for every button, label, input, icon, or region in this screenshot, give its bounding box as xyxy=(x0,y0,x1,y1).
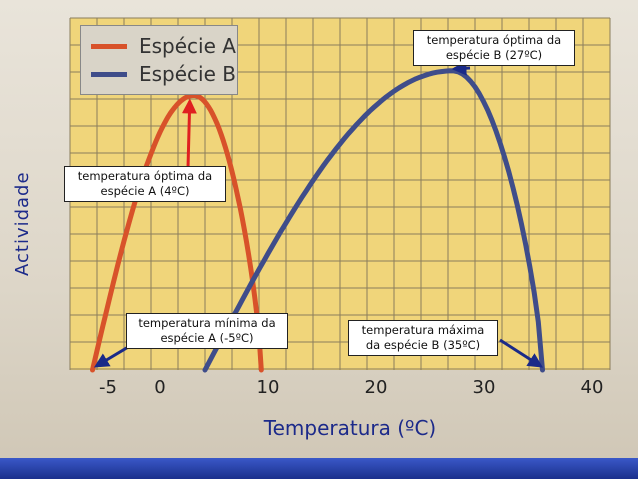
annotation-minimum-a: temperatura mínima da espécie A (-5ºC) xyxy=(126,313,288,349)
x-tick-label: -5 xyxy=(99,377,117,398)
legend-label-a: Espécie A xyxy=(139,34,236,58)
footer-bar xyxy=(0,458,638,479)
x-axis-label: Temperatura (ºC) xyxy=(263,416,437,440)
x-tick-label: 40 xyxy=(580,377,604,398)
curve-especie-b xyxy=(202,68,545,373)
legend-swatch-a xyxy=(91,43,127,49)
annotation-optimal-b: temperatura óptima da espécie B (27ºC) xyxy=(413,30,575,66)
x-tick-label: 20 xyxy=(364,377,388,398)
x-tick-label: 0 xyxy=(154,377,166,398)
annotation-optimal-a: temperatura óptima da espécie A (4ºC) xyxy=(64,166,226,202)
curve-especie-a xyxy=(90,92,264,373)
arrow-maximum-b xyxy=(499,338,544,368)
arrow-optimal-b xyxy=(451,60,471,76)
legend-item-especie-a: Espécie A xyxy=(91,34,236,58)
legend-item-especie-b: Espécie B xyxy=(91,62,236,86)
y-axis-label: Actividade xyxy=(12,171,33,276)
legend: Espécie A Espécie B xyxy=(80,25,238,95)
annotation-maximum-b: temperatura máxima da espécie B (35ºC) xyxy=(348,320,498,356)
curves xyxy=(90,68,545,373)
x-tick-label: 10 xyxy=(256,377,280,398)
legend-swatch-b xyxy=(91,71,127,77)
legend-label-b: Espécie B xyxy=(139,62,236,86)
arrow-optimal-a xyxy=(181,98,197,169)
x-tick-label: 30 xyxy=(472,377,496,398)
